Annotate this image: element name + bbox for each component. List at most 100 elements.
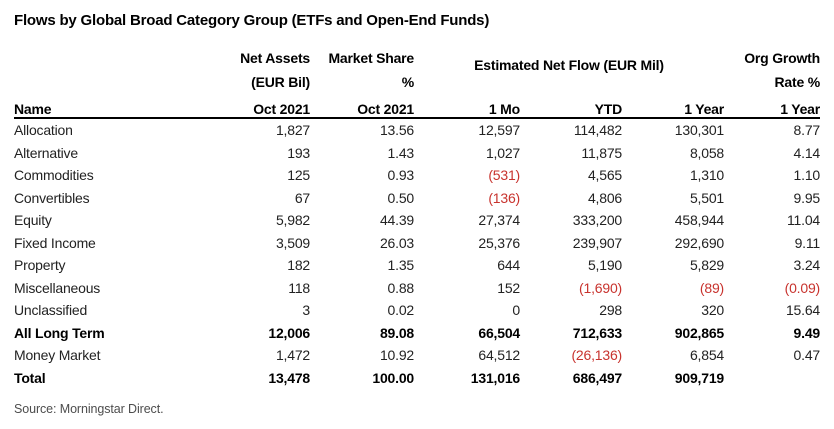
row-value: 0.02: [387, 302, 415, 319]
row-value: 1.35: [387, 257, 415, 274]
row-category-name: Total: [14, 369, 46, 386]
row-category-name: Allocation: [14, 122, 73, 139]
row-category-name: Property: [14, 257, 66, 274]
row-value: 458,944: [674, 212, 724, 229]
row-value: 9.95: [793, 189, 821, 206]
row-value: 26.03: [379, 234, 414, 251]
row-value: 0.93: [387, 167, 415, 184]
table-body: Allocation 1,827 13.56 12,597 114,482 130,301…: [14, 119, 820, 389]
row-value: 15.64: [785, 302, 820, 319]
table-row: Alternative 193 1.43 1,027 11,875 8,058 4.14: [14, 142, 820, 165]
table-row: Commodities 125 0.93 (531) 4,565 1,310 1.10: [14, 164, 820, 187]
row-value: 11,875: [581, 144, 622, 161]
row-category-name: All Long Term: [14, 324, 105, 341]
row-value: 13.56: [379, 122, 414, 139]
row-value: 4.14: [793, 144, 821, 161]
row-value: 9.11: [794, 234, 821, 251]
column-header-market-share-date: Oct 2021: [357, 100, 414, 117]
row-value: 44.39: [379, 212, 414, 229]
row-value: 13,478: [268, 369, 310, 386]
row-value: 5,829: [689, 257, 724, 274]
row-value: 25,376: [478, 234, 520, 251]
column-header-market-share: Market Share: [328, 49, 414, 66]
table-row: Unclassified 3 0.02 0 298 320 15.64: [14, 299, 820, 322]
row-value: 0: [512, 302, 520, 319]
page-title: Flows by Global Broad Category Group (ET…: [14, 12, 490, 29]
row-value: 4,806: [587, 189, 622, 206]
table-row: Money Market 1,472 10.92 64,512 (26,136) 6,85…: [14, 344, 820, 367]
table-header: Name Net Assets (EUR Bil) Oct 2021 Marke…: [14, 42, 820, 119]
column-header-net-assets-unit: (EUR Bil): [251, 73, 310, 90]
row-value: 3,509: [275, 234, 310, 251]
column-header-1mo: 1 Mo: [488, 100, 520, 117]
row-value: 644: [497, 257, 520, 274]
row-value: 686,497: [572, 369, 622, 386]
row-value: 193: [287, 144, 310, 161]
source-note: Source: Morningstar Direct.: [14, 402, 164, 416]
row-value: 909,719: [674, 369, 724, 386]
column-header-ytd: YTD: [594, 100, 623, 117]
row-value: 0.88: [387, 279, 415, 296]
row-category-name: Unclassified: [14, 302, 88, 319]
row-value: 333,200: [572, 212, 622, 229]
table-row: Total 13,478 100.00 131,016 686,497 909,719: [14, 367, 820, 390]
row-value: 11.04: [787, 212, 820, 229]
column-header-net-assets: Net Assets: [240, 49, 310, 66]
row-category-name: Commodities: [14, 167, 94, 184]
row-value: 0.50: [387, 189, 415, 206]
column-header-org-growth-period: 1 Year: [780, 100, 820, 117]
table-row: Allocation 1,827 13.56 12,597 114,482 130,301…: [14, 119, 820, 142]
row-value: 320: [701, 302, 724, 319]
column-header-market-share-unit: %: [401, 73, 414, 90]
row-value: 130,301: [674, 122, 724, 139]
row-category-name: Fixed Income: [14, 234, 96, 251]
row-value: 114,482: [573, 122, 622, 139]
row-value: 118: [288, 279, 310, 296]
row-value: (1,690): [579, 279, 622, 296]
row-value: (89): [699, 279, 724, 296]
row-category-name: Convertibles: [14, 189, 90, 206]
row-value: 10.92: [379, 347, 414, 364]
report-page: Flows by Global Broad Category Group (ET…: [14, 12, 820, 416]
row-value: 8,058: [689, 144, 724, 161]
row-value: 1,827: [275, 122, 310, 139]
column-header-org-growth-rate: Rate %: [774, 73, 821, 90]
row-value: 12,597: [478, 122, 520, 139]
row-value: 89.08: [379, 324, 414, 341]
row-value: 125: [287, 167, 310, 184]
column-header-1year: 1 Year: [684, 100, 724, 117]
row-value: 12,006: [268, 324, 310, 341]
row-value: 131,016: [470, 369, 520, 386]
row-value: (0.09): [784, 279, 821, 296]
row-category-name: Money Market: [14, 347, 101, 364]
row-value: 1,310: [689, 167, 724, 184]
row-value: 1.10: [793, 167, 821, 184]
table-row: Equity 5,982 44.39 27,374 333,200 458,944 11.0…: [14, 209, 820, 232]
row-value: 4,565: [587, 167, 622, 184]
row-category-name: Miscellaneous: [14, 279, 101, 296]
row-value: 5,982: [275, 212, 310, 229]
row-value: (136): [488, 189, 520, 206]
row-value: 100.00: [372, 369, 414, 386]
row-value: 182: [287, 257, 310, 274]
row-value: 1.43: [387, 144, 415, 161]
row-value: (531): [488, 167, 520, 184]
row-category-name: Equity: [14, 212, 52, 229]
column-group-header-net-flow: Estimated Net Flow (EUR Mil): [474, 57, 664, 74]
row-value: 292,690: [674, 234, 724, 251]
column-header-org-growth: Org Growth: [744, 49, 820, 66]
row-value: 64,512: [478, 347, 520, 364]
row-value: 712,633: [572, 324, 622, 341]
row-value: 3.24: [793, 257, 821, 274]
row-value: 5,190: [587, 257, 622, 274]
row-value: 0.47: [793, 347, 821, 364]
table-row: Convertibles 67 0.50 (136) 4,806 5,501 9.95: [14, 187, 820, 210]
row-value: 3: [302, 302, 310, 319]
table-row: Property 182 1.35 644 5,190 5,829 3.24: [14, 254, 820, 277]
row-value: 6,854: [689, 347, 724, 364]
row-value: 5,501: [689, 189, 724, 206]
table-row: Miscellaneous 118 0.88 152 (1,690) (89) (0.09): [14, 277, 820, 300]
table-row: Fixed Income 3,509 26.03 25,376 239,907 292,6…: [14, 232, 820, 255]
row-value: 66,504: [478, 324, 520, 341]
row-value: 239,907: [572, 234, 622, 251]
